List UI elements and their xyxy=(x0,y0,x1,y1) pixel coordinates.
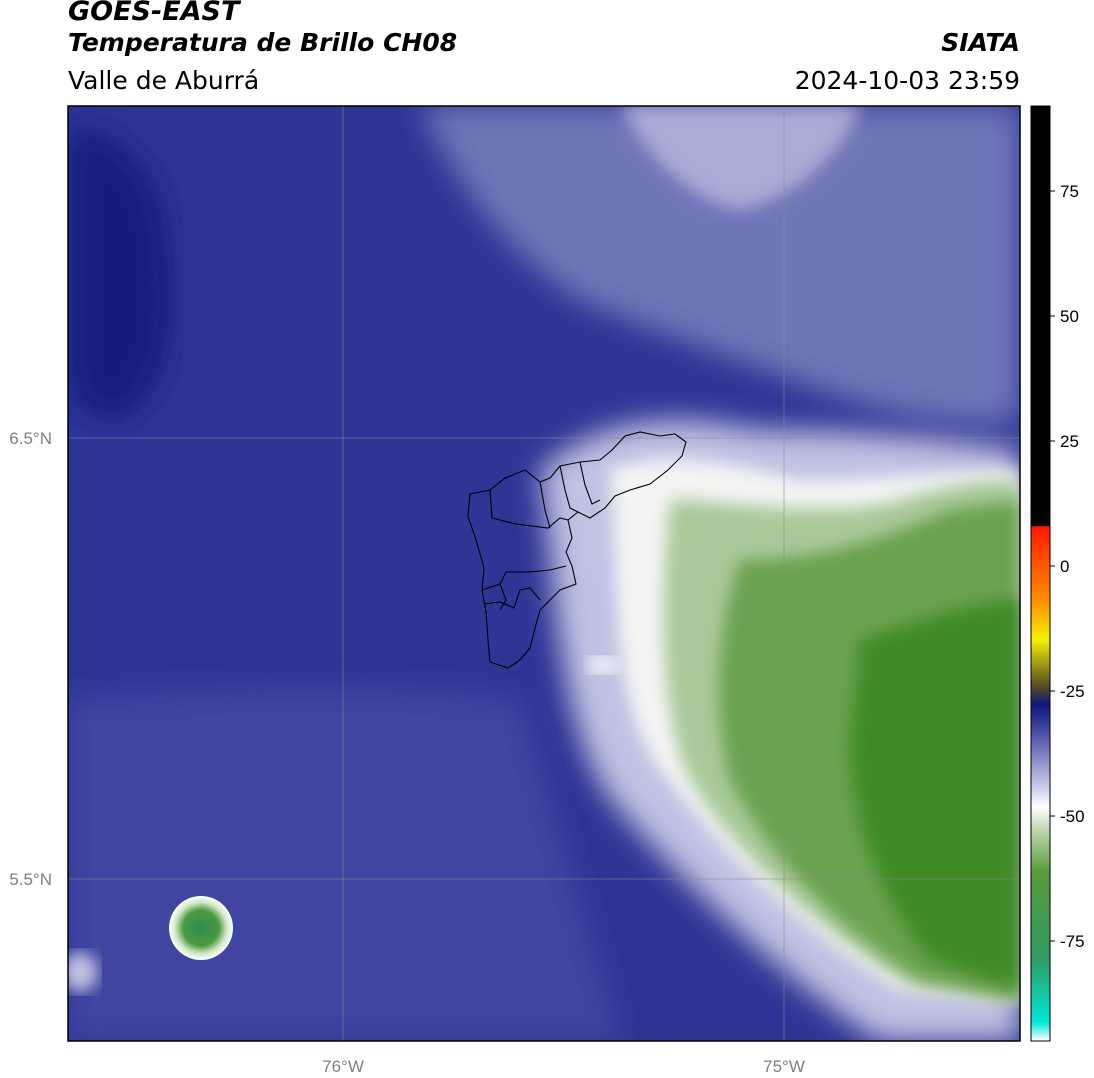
region-title: Valle de Aburrá xyxy=(68,66,260,95)
colorbar-frame xyxy=(1030,105,1051,1042)
municipal-border xyxy=(539,481,551,529)
aburra-valley-boundaries xyxy=(467,431,687,669)
colorbar-tick-label: 25 xyxy=(1060,432,1079,451)
colorbar-tick-label: 75 xyxy=(1060,182,1079,201)
colorbar-ticks: 75 50 25 0 -25 -50 -75 xyxy=(1050,182,1085,951)
municipal-border xyxy=(579,461,601,505)
brightness-temperature-field xyxy=(68,106,1020,1041)
datetime-label: 2024-10-03 23:59 xyxy=(794,66,1020,95)
municipal-border xyxy=(559,465,579,513)
lon-label-75w: 75°W xyxy=(763,1057,805,1076)
municipal-border xyxy=(499,583,507,611)
agency-label: SIATA xyxy=(941,28,1020,57)
lat-label-6-5: 6.5°N xyxy=(9,429,52,448)
colorbar-tick-label: -50 xyxy=(1060,807,1085,826)
product-title: Temperatura de Brillo CH08 xyxy=(68,28,458,57)
lon-label-76w: 76°W xyxy=(322,1057,364,1076)
satellite-title: GOES-EAST xyxy=(68,0,240,27)
colorbar-tick-label: 0 xyxy=(1060,557,1069,576)
colorbar-tick-label: -25 xyxy=(1060,682,1085,701)
colorbar-gradient xyxy=(1031,106,1050,1041)
colorbar-tick-label: -75 xyxy=(1060,932,1085,951)
colorbar-tick-label: 50 xyxy=(1060,307,1079,326)
municipal-border xyxy=(489,489,569,529)
gridlines xyxy=(68,106,1020,1041)
municipal-border xyxy=(481,565,567,591)
lat-label-5-5: 5.5°N xyxy=(9,870,52,889)
map-frame xyxy=(67,105,1021,1042)
municipal-border xyxy=(483,587,541,609)
